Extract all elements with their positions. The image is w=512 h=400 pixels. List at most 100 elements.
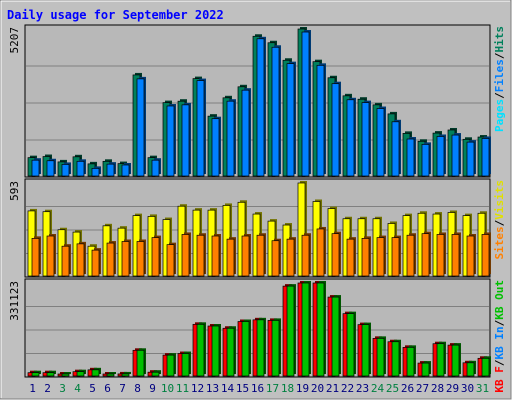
bar (196, 234, 205, 277)
bar (346, 238, 355, 277)
bar (121, 373, 130, 377)
x-tick-label: 22 (341, 382, 354, 395)
legend-entry: KB Out (493, 280, 506, 320)
bar (286, 63, 295, 177)
bar (226, 327, 235, 377)
bar (316, 228, 325, 277)
legend-entry: Pages (493, 99, 506, 132)
x-tick-label: 18 (281, 382, 294, 395)
chart-title: Daily usage for September 2022 (7, 8, 224, 22)
bar (241, 235, 250, 277)
bar (391, 237, 400, 277)
bar (31, 372, 40, 377)
bar (136, 349, 145, 377)
x-tick-label: 1 (29, 382, 36, 395)
bar (241, 321, 250, 377)
bar (46, 235, 55, 277)
legend-entry: / (493, 359, 506, 366)
x-tick-label: 20 (311, 382, 324, 395)
bar (256, 38, 265, 177)
bar (451, 344, 460, 377)
x-tick-label: 28 (431, 382, 444, 395)
bar-shadow (109, 372, 116, 374)
bar (136, 241, 145, 277)
bar (376, 108, 385, 177)
bar (301, 31, 310, 177)
bar (286, 238, 295, 277)
bar (466, 141, 475, 177)
x-tick-label: 9 (149, 382, 156, 395)
x-tick-label: 23 (356, 382, 369, 395)
bar (391, 121, 400, 177)
x-tick-label: 24 (371, 382, 385, 395)
bar (481, 357, 490, 377)
x-tick-label: 26 (401, 382, 414, 395)
legend-visits: Sites/Visits (493, 180, 506, 260)
bar (226, 238, 235, 277)
bar (297, 182, 306, 277)
bar (196, 323, 205, 377)
x-tick-label: 16 (251, 382, 264, 395)
x-tick-label: 5 (89, 382, 96, 395)
series-sites (31, 226, 491, 277)
x-tick-label: 6 (104, 382, 111, 395)
bar (271, 320, 280, 377)
bar (151, 159, 160, 177)
bar (421, 233, 430, 277)
bar (331, 233, 340, 277)
bar (466, 235, 475, 277)
bar (121, 241, 130, 277)
chart-panels: 5207Pages/Files/Hits593Sites/Visits33112… (8, 24, 506, 393)
bar-shadow (105, 372, 112, 374)
bar (451, 234, 460, 277)
bar (361, 238, 370, 277)
bar (406, 234, 415, 277)
panel-visits: 593 Sites/Visits (8, 178, 506, 278)
series-kb-out (31, 281, 491, 377)
bar (91, 249, 100, 277)
legend-hits: Pages/Files/Hits (493, 26, 506, 132)
bar (211, 325, 220, 377)
bar (166, 244, 175, 277)
bar (151, 371, 160, 377)
x-tick-label: 12 (191, 382, 204, 395)
x-tick-label: 3 (59, 382, 66, 395)
bar (76, 160, 85, 177)
bar (61, 373, 70, 377)
bar (181, 234, 190, 277)
bar (211, 118, 220, 177)
bar (346, 99, 355, 177)
bar (121, 164, 130, 177)
bar (451, 134, 460, 177)
bar (271, 240, 280, 277)
legend-entry: Hits (493, 26, 506, 53)
bar (196, 80, 205, 177)
bar (481, 138, 490, 177)
legend-entry: KB In (493, 326, 506, 359)
bar (91, 168, 100, 177)
bar (421, 362, 430, 377)
legend-entry: / (493, 52, 506, 59)
y-max-label-hits: 5207 (8, 27, 21, 54)
x-tick-label: 15 (236, 382, 249, 395)
x-tick-label: 7 (119, 382, 126, 395)
bar (226, 100, 235, 177)
bar-shadow (124, 371, 131, 374)
bar (421, 144, 430, 177)
bar (106, 163, 115, 177)
bar (436, 343, 445, 377)
x-tick-label: 19 (296, 382, 309, 395)
x-tick-label: 29 (446, 382, 459, 395)
legend-kbytes: KB F/KB In/KB Out (493, 280, 506, 393)
bar (376, 338, 385, 377)
bar (406, 347, 415, 377)
bar-shadow (120, 371, 127, 374)
bar (106, 373, 115, 377)
x-tick-label: 25 (386, 382, 399, 395)
bar (76, 243, 85, 277)
x-tick-label: 8 (134, 382, 141, 395)
x-tick-label: 13 (206, 382, 219, 395)
bar (376, 237, 385, 277)
